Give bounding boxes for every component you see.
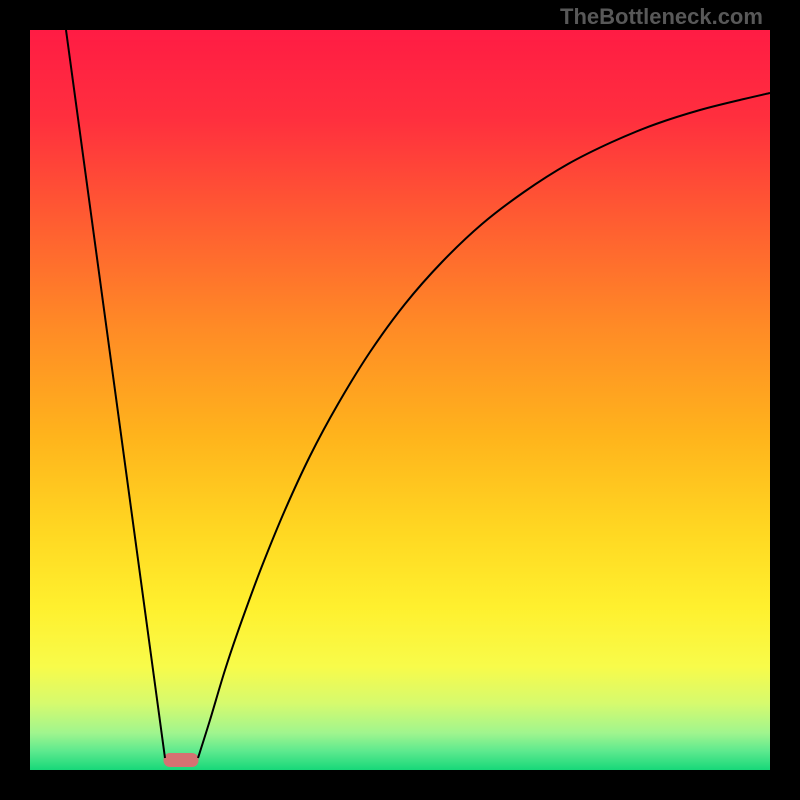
right-rising-curve: [198, 93, 770, 758]
left-falling-line: [66, 30, 165, 758]
watermark-text: TheBottleneck.com: [560, 4, 763, 30]
chart-container: TheBottleneck.com: [0, 0, 800, 800]
bottleneck-marker: [164, 754, 198, 767]
curve-layer: [30, 30, 770, 770]
plot-area: [30, 30, 770, 770]
